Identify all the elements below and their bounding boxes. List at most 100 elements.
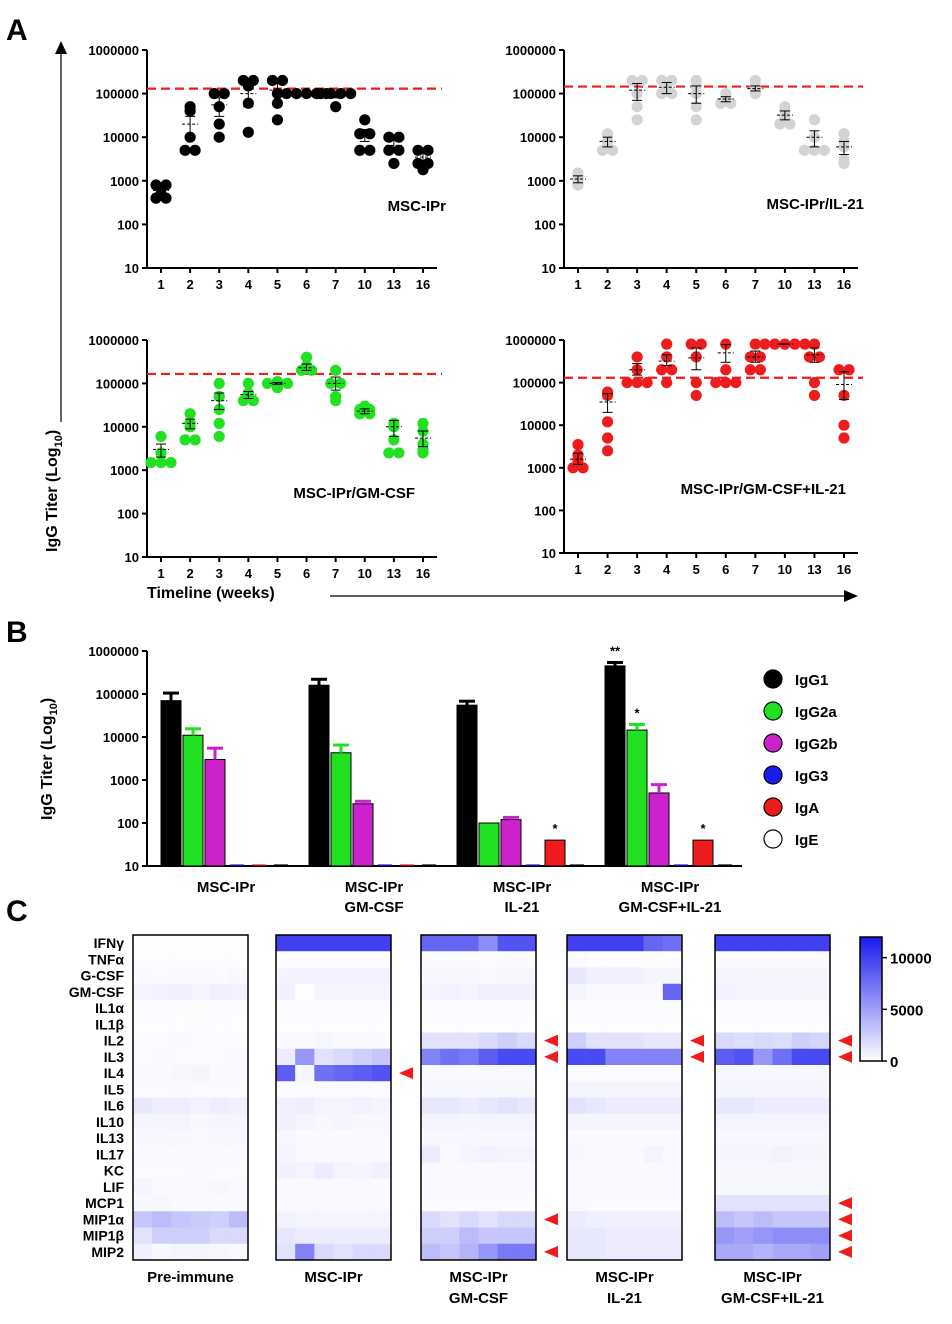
heatmap-cell: [662, 1227, 683, 1245]
data-point: [577, 462, 589, 474]
heatmap-cell: [295, 1162, 315, 1180]
heatmap-cell: [605, 1032, 625, 1050]
heatmap-cell: [791, 951, 812, 968]
x-tick-label: 10: [778, 277, 792, 292]
heatmap-cell: [133, 1211, 153, 1228]
heatmap-cell: [133, 1048, 153, 1066]
data-point: [749, 338, 761, 350]
highlight-arrow-icon: [838, 1197, 852, 1210]
heatmap-cell: [715, 951, 735, 968]
data-point: [208, 88, 220, 100]
cytokine-row-label: MIP1β: [83, 1228, 125, 1244]
cytokine-row-label: MIP1α: [83, 1211, 125, 1227]
data-point: [808, 338, 821, 350]
heatmap-cell: [567, 1048, 587, 1066]
heatmap-cell: [152, 1097, 172, 1115]
heatmap-cell: [753, 967, 773, 985]
heatmap-cell: [440, 1048, 460, 1066]
y-tick-label: 10000: [520, 130, 556, 145]
heatmap-cell: [791, 1146, 812, 1163]
data-point: [393, 447, 405, 459]
heatmap-cell: [295, 1146, 315, 1163]
heatmap-cell: [734, 1227, 754, 1245]
cytokine-row-label: IL13: [96, 1130, 124, 1146]
heatmap-cell: [276, 1211, 296, 1228]
heatmap-cell: [605, 1097, 625, 1115]
heatmap-cell: [478, 1032, 498, 1050]
heatmap-cell: [314, 1097, 334, 1115]
cytokine-row-label: MIP2: [91, 1244, 124, 1260]
heatmap-cell: [276, 1016, 296, 1033]
heatmap-cell: [605, 1065, 625, 1082]
heatmap-cell: [459, 1097, 479, 1115]
heatmap-cell: [333, 951, 353, 968]
group-label-line2: GM-CSF+IL-21: [619, 899, 722, 916]
heatmap-cell: [497, 1113, 518, 1131]
bar-iga: [692, 839, 714, 867]
bar-iga: [544, 839, 566, 867]
heatmap-cell: [133, 1113, 153, 1131]
heatmap-cell: [352, 1146, 373, 1163]
heatmap-cell: [333, 1113, 353, 1131]
heatmap-cell: [516, 1162, 537, 1180]
heatmap-cell: [228, 1000, 249, 1017]
heatmap-cell: [440, 1195, 460, 1212]
y-tick-label: 10000: [103, 730, 139, 745]
heatmap-cell: [295, 1000, 315, 1017]
highlight-arrow-icon: [544, 1245, 558, 1258]
y-tick-label: 100: [117, 507, 139, 522]
heatmap-cell: [734, 1113, 754, 1131]
heatmap-cell: [228, 1048, 249, 1066]
heatmap-cell: [662, 1048, 683, 1066]
heatmap-cell: [190, 951, 210, 968]
heatmap-cell: [791, 1097, 812, 1115]
heatmap-cell: [371, 951, 392, 968]
heatmap-cell: [734, 1097, 754, 1115]
heatmap-cell: [715, 967, 735, 985]
heatmap-cell: [810, 1178, 831, 1196]
heatmap-cell: [586, 1146, 606, 1163]
heatmap-cell: [772, 983, 792, 1001]
data-point: [150, 179, 162, 191]
data-point: [242, 126, 254, 138]
heatmap-cell: [753, 1243, 773, 1261]
bar-igg2b: [204, 758, 226, 867]
heatmap-cell: [440, 1065, 460, 1082]
heatmap-cell: [715, 1081, 735, 1098]
heatmap-cell: [152, 1113, 172, 1131]
heatmap-cell: [753, 1130, 773, 1147]
x-tick-label: 4: [663, 277, 671, 292]
legend-label: IgG2a: [795, 704, 837, 721]
group-label-line2: GM-CSF: [344, 899, 403, 916]
x-tick-label: 7: [752, 562, 759, 577]
heatmap-cell: [295, 1113, 315, 1131]
heatmap-cell: [605, 1130, 625, 1147]
heatmap-cell: [440, 951, 460, 968]
heatmap-cell: [624, 935, 644, 952]
heatmap-cell: [497, 1162, 518, 1180]
x-tick-label: 16: [837, 277, 851, 292]
y-tick-label: 100: [534, 217, 556, 232]
data-point: [242, 377, 254, 389]
heatmap-cell: [314, 967, 334, 985]
heatmap-cell: [371, 1243, 392, 1261]
cytokine-row-label: MCP1: [85, 1195, 124, 1211]
heatmap-cell: [295, 1130, 315, 1147]
x-tick-label: 1: [574, 277, 581, 292]
heatmap-cell: [276, 1162, 296, 1180]
heatmap-cell: [276, 1032, 296, 1050]
heatmap-cell: [133, 1130, 153, 1147]
group-label-line1: MSC-IPr: [345, 879, 404, 896]
heatmap-cell: [459, 1048, 479, 1066]
heatmap-cell: [152, 1162, 172, 1180]
heatmap-cell: [643, 967, 664, 985]
heatmap-cell: [715, 1113, 735, 1131]
heatmap-cell: [421, 1227, 441, 1245]
heatmap-cell: [228, 1113, 249, 1131]
heatmap-cell: [605, 1113, 625, 1131]
heatmap-cell: [753, 983, 773, 1001]
heatmap-cell: [772, 1048, 792, 1066]
heatmap-cell: [228, 1146, 249, 1163]
heatmap-cell: [605, 1048, 625, 1066]
heatmap-cell: [421, 983, 441, 1001]
